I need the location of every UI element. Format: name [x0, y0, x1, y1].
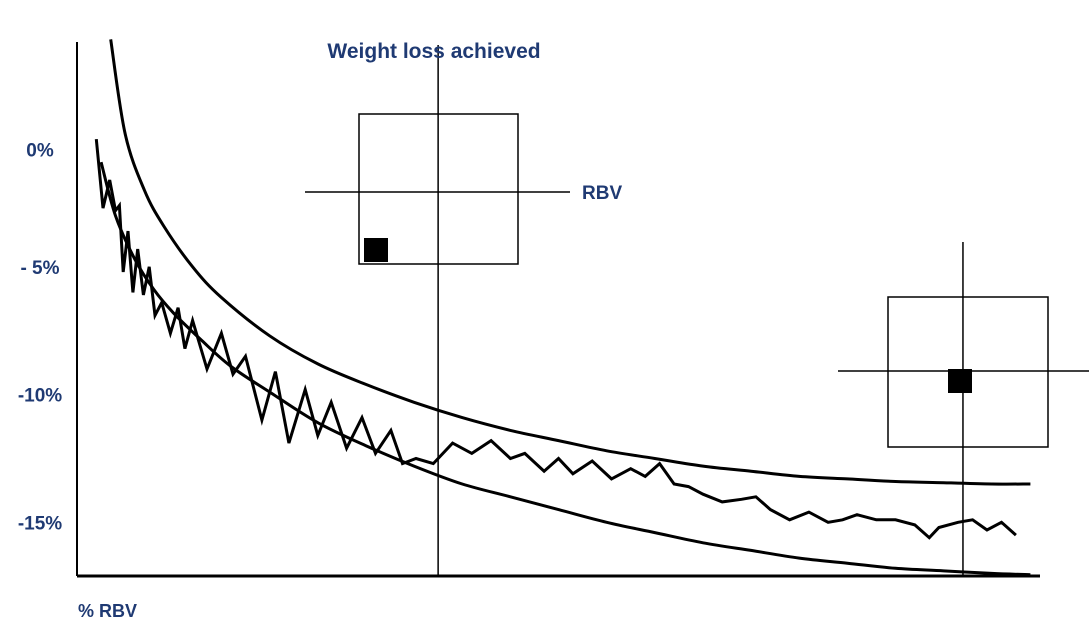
- y-tick-label: 0%: [26, 140, 54, 161]
- inset-hline-label: RBV: [582, 183, 622, 204]
- chart-labels: Weight loss achieved % RBV RBV: [78, 40, 622, 621]
- series-lines: [94, 39, 1031, 577]
- axes: [76, 42, 1040, 578]
- y-tick-label: - 5%: [20, 258, 59, 279]
- chart-title: Weight loss achieved: [327, 40, 540, 63]
- x-axis-label: % RBV: [78, 601, 137, 621]
- inset-box: [887, 296, 1049, 448]
- series-upper-curve-line: [109, 39, 1031, 486]
- series-measured-line: [94, 138, 1017, 540]
- inset-box: [358, 113, 519, 265]
- inset-marker: [948, 369, 972, 393]
- y-tick-label: -10%: [18, 386, 62, 407]
- inset-diagram: [305, 113, 570, 265]
- inset-diagrams: [305, 113, 1089, 448]
- vertical-lines: [437, 45, 964, 576]
- series-lower-curve-line: [99, 161, 1031, 577]
- y-tick-labels: 0% - 5% -10% -15%: [18, 140, 62, 534]
- y-tick-label: -15%: [18, 513, 62, 534]
- inset-marker: [364, 238, 388, 262]
- inset-diagram: [838, 296, 1089, 448]
